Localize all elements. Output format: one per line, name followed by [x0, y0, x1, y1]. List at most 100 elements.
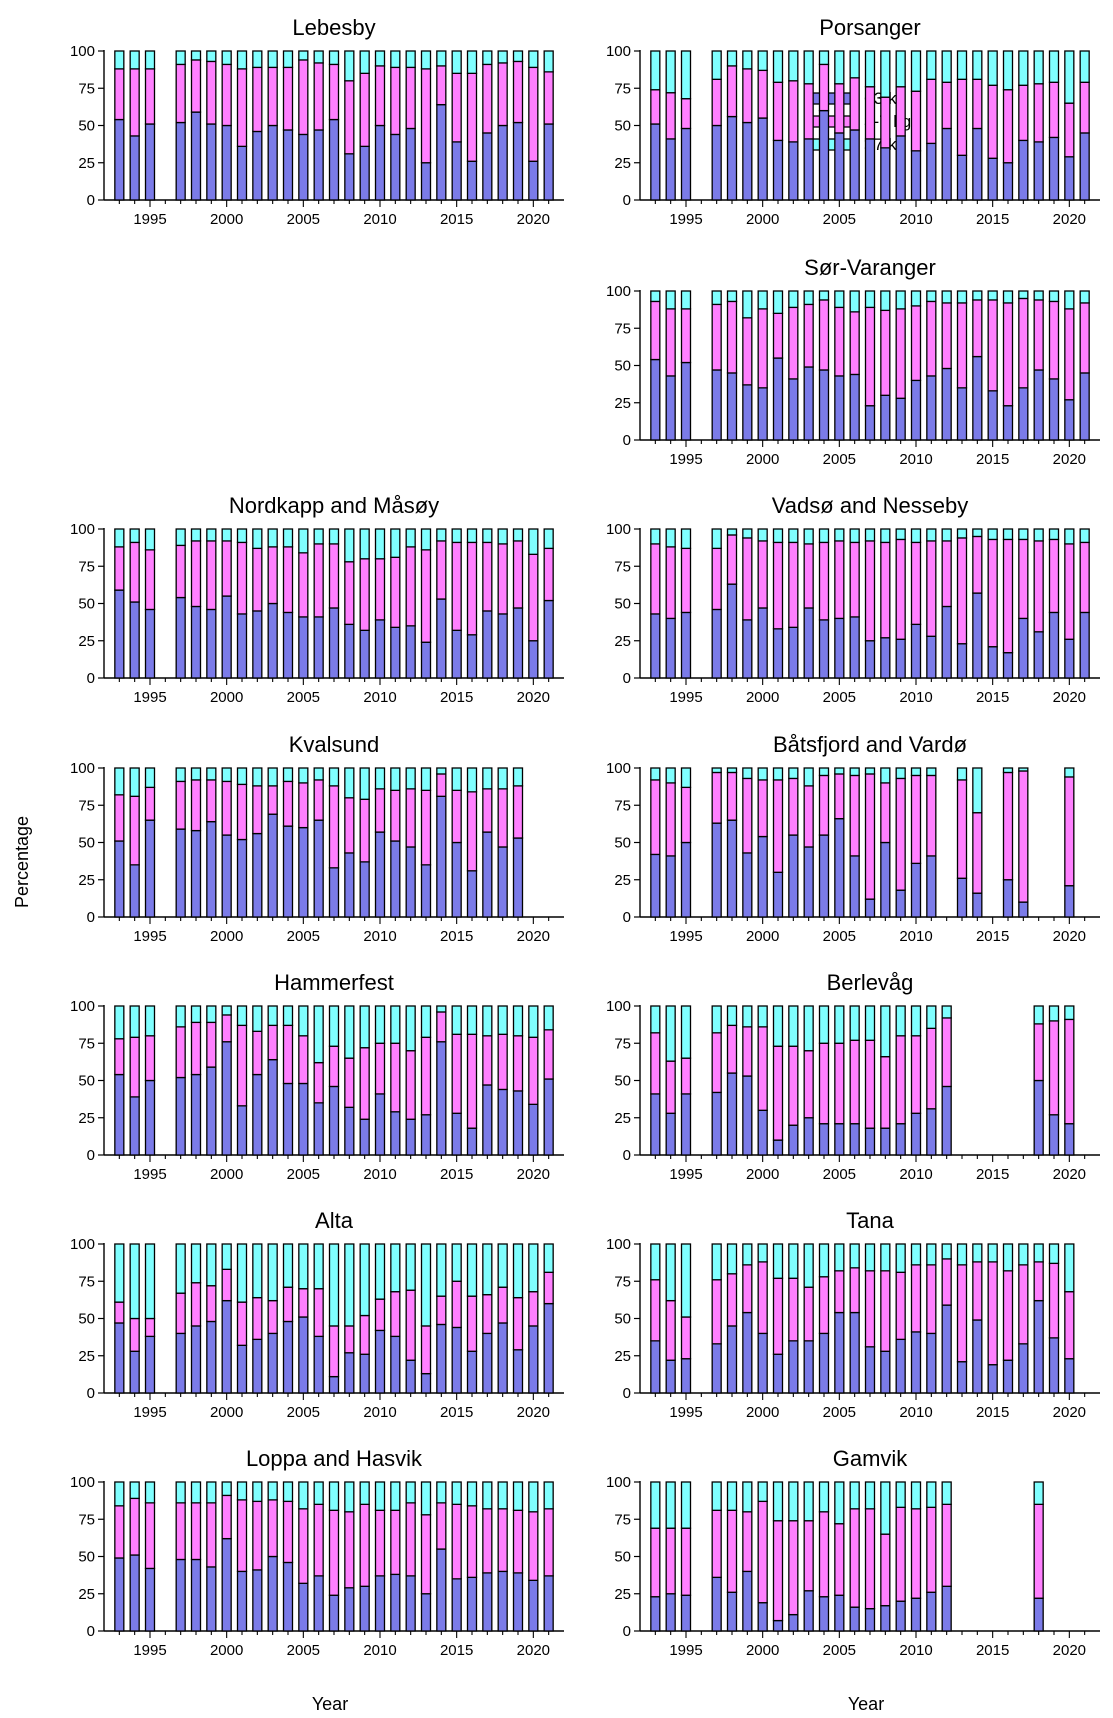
- bar-segment-7-kg: [651, 51, 660, 90]
- bar-segment-3-kg: [360, 1119, 369, 1155]
- bar-segment-3-7-kg: [544, 1509, 553, 1576]
- bar-segment-3-7-kg: [866, 541, 875, 641]
- bar-segment-3-7-kg: [268, 1500, 277, 1557]
- bar-segment-3-7-kg: [758, 780, 767, 837]
- bar-segment-3-7-kg: [284, 547, 293, 613]
- bar-segment-3-kg: [284, 130, 293, 200]
- bar-segment-3-7-kg: [835, 541, 844, 618]
- x-tick-label: 2000: [746, 451, 779, 468]
- bar-segment-3-kg: [896, 1124, 905, 1155]
- bar-segment-3-kg: [712, 370, 721, 440]
- x-tick-label: 2010: [899, 1404, 932, 1421]
- bar-segment-3-7-kg: [222, 1269, 231, 1300]
- bar-segment-3-7-kg: [774, 780, 783, 872]
- bar-segment-3-7-kg: [866, 1040, 875, 1128]
- bar-segment-3-kg: [360, 862, 369, 917]
- bar-segment-3-7-kg: [758, 1262, 767, 1334]
- bar-segment-3-7-kg: [881, 310, 890, 395]
- bar-segment-3-7-kg: [376, 1299, 385, 1330]
- bar-segment-3-kg: [758, 837, 767, 917]
- bar-segment-3-kg: [391, 134, 400, 200]
- bar-segment-7-kg: [468, 768, 477, 792]
- bar-segment-3-kg: [850, 130, 859, 200]
- y-tick-label: 50: [614, 358, 631, 375]
- bar-segment-7-kg: [360, 1482, 369, 1504]
- bar-segment-7-kg: [973, 1244, 982, 1262]
- bar-segment-3-7-kg: [927, 79, 936, 143]
- bar-segment-3-7-kg: [789, 307, 798, 379]
- bar-segment-7-kg: [850, 51, 859, 78]
- bar-segment-3-7-kg: [452, 1281, 461, 1327]
- bar-segment-3-kg: [881, 843, 890, 918]
- bar-segment-7-kg: [498, 1482, 507, 1509]
- bar-segment-3-7-kg: [437, 1296, 446, 1324]
- y-tick-label: 100: [606, 760, 631, 777]
- bar-segment-3-kg: [1065, 1359, 1074, 1393]
- bar-segment-3-7-kg: [942, 303, 951, 369]
- bar-segment-7-kg: [376, 51, 385, 66]
- bar-segment-7-kg: [130, 768, 139, 796]
- x-tick-label: 2015: [440, 1404, 473, 1421]
- bar-segment-3-7-kg: [758, 541, 767, 608]
- bar-segment-7-kg: [712, 529, 721, 548]
- bar-segment-3-7-kg: [360, 1048, 369, 1120]
- bar-segment-3-7-kg: [728, 66, 737, 117]
- bar-segment-7-kg: [912, 768, 921, 775]
- bar-segment-7-kg: [1050, 1244, 1059, 1263]
- bar-segment-7-kg: [743, 768, 752, 778]
- bar-segment-3-7-kg: [1034, 541, 1043, 632]
- x-tick-label: 2010: [899, 1166, 932, 1183]
- bar-segment-3-kg: [712, 126, 721, 201]
- bar-segment-3-7-kg: [651, 1528, 660, 1597]
- bar-segment-3-kg: [437, 105, 446, 200]
- x-tick-label: 2020: [517, 689, 550, 706]
- bar-segment-7-kg: [820, 1006, 829, 1043]
- bar-segment-3-7-kg: [728, 1025, 737, 1073]
- bar-segment-3-7-kg: [391, 1292, 400, 1337]
- bar-segment-3-kg: [468, 871, 477, 917]
- panel-porsanger: Porsanger 0 25 50 75 100 1995 2000 2005 2010 2015 2…: [606, 15, 1100, 228]
- bar-segment-3-7-kg: [958, 538, 967, 644]
- bar-segment-3-7-kg: [376, 559, 385, 620]
- bar-segment-3-7-kg: [345, 798, 354, 853]
- y-tick-label: 100: [70, 521, 95, 538]
- bar-segment-3-7-kg: [973, 300, 982, 357]
- bar-segment-3-7-kg: [514, 1510, 523, 1573]
- bar-segment-3-kg: [483, 1085, 492, 1155]
- x-tick-label: 2000: [210, 211, 243, 228]
- bar-segment-3-kg: [758, 388, 767, 440]
- bar-segment-3-kg: [314, 820, 323, 917]
- bar-segment-3-7-kg: [651, 544, 660, 614]
- bar-segment-3-7-kg: [253, 786, 262, 834]
- bar-segment-3-7-kg: [896, 309, 905, 398]
- bar-segment-3-7-kg: [881, 783, 890, 843]
- bar-segment-3-kg: [927, 1592, 936, 1631]
- bar-segment-7-kg: [896, 1244, 905, 1272]
- bar-segment-3-7-kg: [192, 1503, 201, 1560]
- bar-segment-3-kg: [758, 1110, 767, 1155]
- bar-segment-3-kg: [1004, 163, 1013, 200]
- bar-segment-7-kg: [437, 1244, 446, 1296]
- y-tick-label: 25: [78, 1348, 95, 1365]
- bar-segment-7-kg: [927, 529, 936, 541]
- bar-segment-3-kg: [115, 841, 124, 917]
- x-tick-label: 1995: [133, 1642, 166, 1659]
- bar-segment-3-7-kg: [222, 1015, 231, 1042]
- bar-segment-7-kg: [207, 1244, 216, 1286]
- bar-segment-3-7-kg: [314, 1063, 323, 1103]
- bar-segment-3-7-kg: [820, 1512, 829, 1597]
- bar-segment-7-kg: [728, 1482, 737, 1510]
- bar-segment-7-kg: [422, 768, 431, 790]
- bar-segment-7-kg: [942, 529, 951, 541]
- x-tick-label: 2000: [746, 1166, 779, 1183]
- bar-segment-3-7-kg: [544, 548, 553, 600]
- bar-segment-3-kg: [207, 1067, 216, 1155]
- bar-segment-7-kg: [850, 529, 859, 542]
- bar-segment-3-7-kg: [238, 1500, 247, 1572]
- bar-segment-3-kg: [896, 1339, 905, 1393]
- bar-segment-3-kg: [835, 819, 844, 917]
- x-tick-label: 1995: [669, 1642, 702, 1659]
- bar-segment-7-kg: [330, 1482, 339, 1510]
- bar-segment-7-kg: [1065, 768, 1074, 777]
- x-tick-label: 2005: [287, 1166, 320, 1183]
